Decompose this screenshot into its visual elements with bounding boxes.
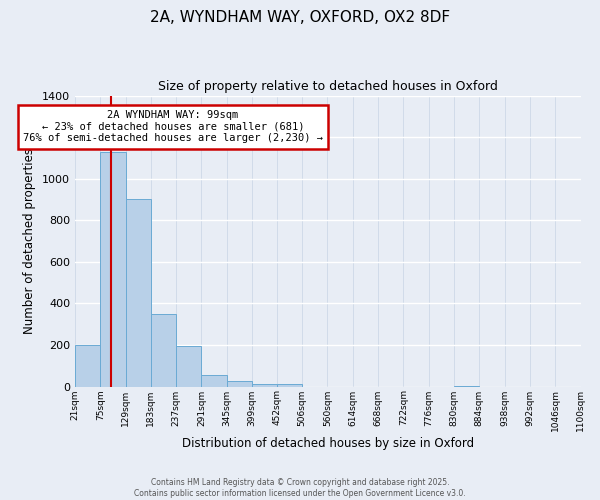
Bar	[227, 382, 252, 386]
Bar	[151, 314, 176, 386]
Text: 2A, WYNDHAM WAY, OXFORD, OX2 8DF: 2A, WYNDHAM WAY, OXFORD, OX2 8DF	[150, 10, 450, 25]
Bar	[277, 384, 302, 386]
Bar	[100, 152, 125, 386]
Title: Size of property relative to detached houses in Oxford: Size of property relative to detached ho…	[158, 80, 497, 93]
Bar	[125, 200, 151, 386]
Bar	[75, 345, 100, 387]
Text: 2A WYNDHAM WAY: 99sqm
← 23% of detached houses are smaller (681)
76% of semi-det: 2A WYNDHAM WAY: 99sqm ← 23% of detached …	[23, 110, 323, 144]
Bar	[202, 375, 227, 386]
Y-axis label: Number of detached properties: Number of detached properties	[23, 148, 37, 334]
Bar	[176, 346, 202, 387]
Bar	[252, 384, 277, 386]
X-axis label: Distribution of detached houses by size in Oxford: Distribution of detached houses by size …	[182, 437, 474, 450]
Text: Contains HM Land Registry data © Crown copyright and database right 2025.
Contai: Contains HM Land Registry data © Crown c…	[134, 478, 466, 498]
